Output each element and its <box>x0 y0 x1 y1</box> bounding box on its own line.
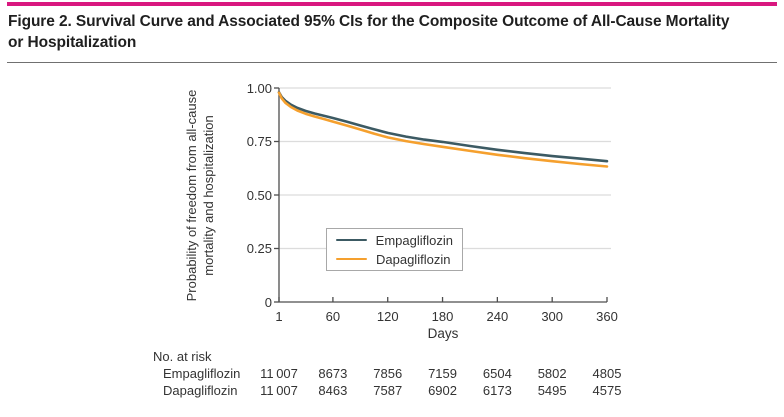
risk-count-value: 4575 <box>592 383 622 398</box>
legend-label-empagliflozin: Empagliflozin <box>375 232 453 248</box>
survival-curve-dapagliflozin <box>277 91 609 168</box>
x-tick-label: 60 <box>325 309 341 324</box>
survival-curve-empagliflozin <box>277 91 609 163</box>
y-axis-label-line-1: Probability of freedom from all-cause <box>184 89 199 302</box>
title-divider-rule <box>7 62 777 63</box>
figure-title: Figure 2. Survival Curve and Associated … <box>8 11 778 53</box>
risk-count-value: 5802 <box>537 366 567 381</box>
risk-count-value: 6173 <box>482 383 512 398</box>
legend-line-swatch-dapagliflozin <box>336 257 367 261</box>
risk-count-value: 6504 <box>482 366 512 381</box>
legend-label-dapagliflozin: Dapagliflozin <box>376 251 451 267</box>
y-axis-label-line-2: mortality and hospitalization <box>201 115 216 276</box>
y-tick-label: 0.25 <box>246 241 272 256</box>
risk-count-value: 7587 <box>373 383 403 398</box>
y-tick-label: 0.75 <box>246 134 272 149</box>
risk-table-heading: No. at risk <box>153 349 212 364</box>
risk-count-value: 6902 <box>428 383 457 398</box>
x-tick-label: 240 <box>486 309 509 324</box>
risk-count-value: 8673 <box>318 366 348 381</box>
x-axis-label: Days <box>427 326 459 341</box>
risk-count-value: 8463 <box>318 383 348 398</box>
y-axis-label: Probability of freedom from all-cause mo… <box>183 88 219 303</box>
x-tick-label: 300 <box>541 309 564 324</box>
figure-title-line-2: or Hospitalization <box>8 34 137 51</box>
risk-row-label-empagliflozin: Empagliflozin <box>163 366 241 381</box>
risk-count-value: 7856 <box>373 366 403 381</box>
x-tick-label: 120 <box>376 309 399 324</box>
risk-row-label-dapagliflozin: Dapagliflozin <box>163 383 238 398</box>
figure-accent-bar <box>7 2 777 6</box>
legend-item-dapagliflozin: Dapagliflozin <box>336 252 453 267</box>
risk-count-value: 4805 <box>592 366 622 381</box>
x-tick-label: 1 <box>275 309 283 324</box>
figure-title-line-1: Figure 2. Survival Curve and Associated … <box>8 13 730 30</box>
legend-item-empagliflozin: Empagliflozin <box>336 233 453 248</box>
risk-count-value: 11 007 <box>260 366 298 381</box>
risk-count-value: 11 007 <box>260 383 298 398</box>
y-tick-label: 1.00 <box>246 80 272 96</box>
x-tick-label: 180 <box>431 309 454 324</box>
legend-line-swatch-empagliflozin <box>336 238 367 242</box>
y-tick-label: 0 <box>264 294 272 310</box>
x-tick-label: 360 <box>596 309 618 324</box>
risk-count-value: 7159 <box>428 366 457 381</box>
legend: Empagliflozin Dapagliflozin <box>326 228 463 271</box>
y-tick-label: 0.50 <box>246 187 272 203</box>
risk-count-value: 5495 <box>537 383 567 398</box>
